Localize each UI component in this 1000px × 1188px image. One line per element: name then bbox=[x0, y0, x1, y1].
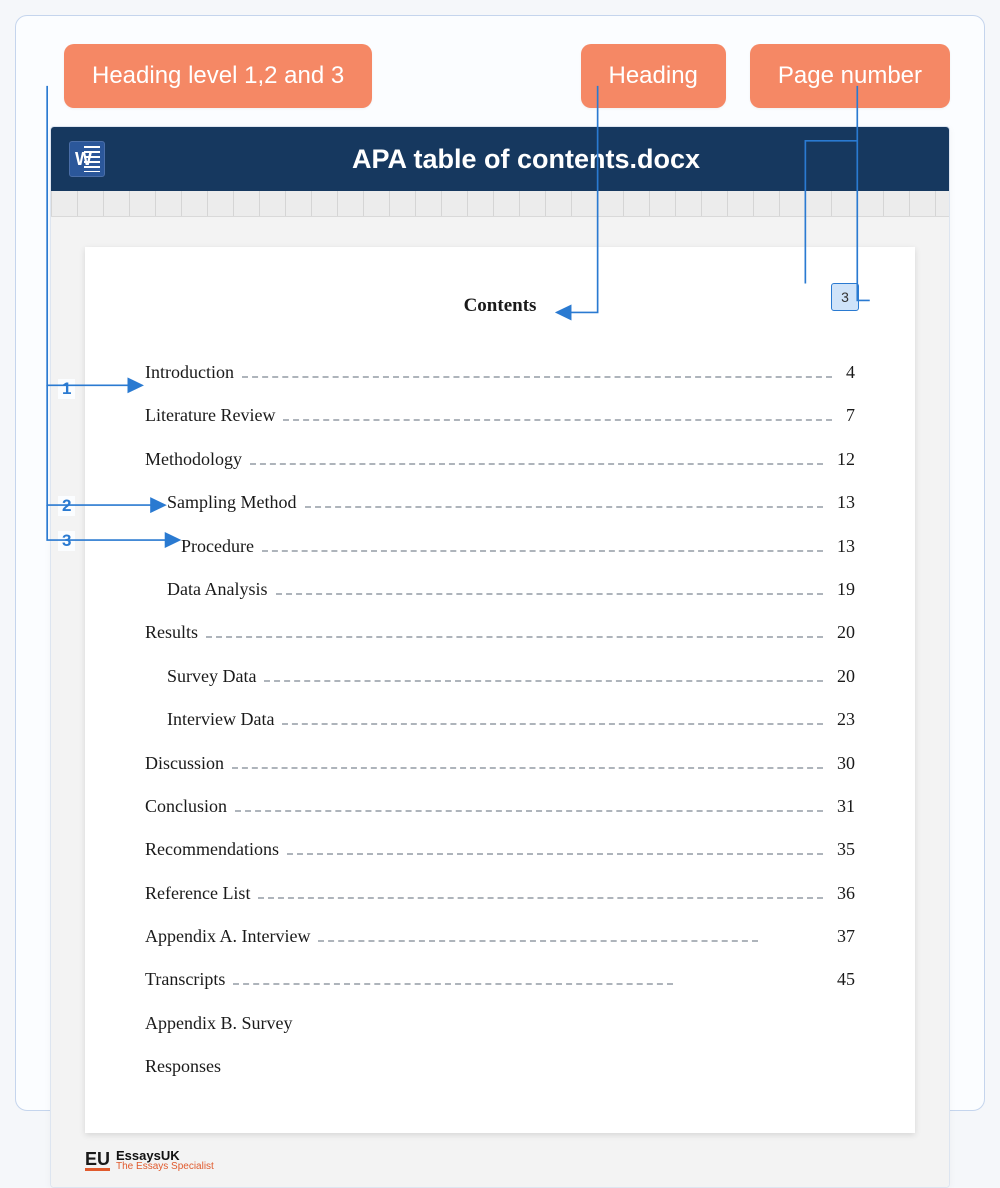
toc-entry-page: 35 bbox=[831, 838, 855, 861]
toc-leader-dots bbox=[258, 897, 823, 899]
toc-row: Recommendations 35 bbox=[145, 838, 855, 861]
toc-entry-label: Procedure bbox=[145, 535, 262, 558]
toc-entry-page: 36 bbox=[831, 882, 855, 905]
toc-row: Survey Data 20 bbox=[145, 665, 855, 688]
toc-leader-dots bbox=[282, 723, 823, 725]
toc-entry-label: Data Analysis bbox=[145, 578, 276, 601]
toc-entry-label: Conclusion bbox=[145, 795, 235, 818]
infographic-frame: Heading level 1,2 and 3 Heading Page num… bbox=[15, 15, 985, 1111]
toc-leader-dots bbox=[250, 463, 823, 465]
toc-entry-page: 31 bbox=[831, 795, 855, 818]
callout-heading: Heading bbox=[581, 44, 726, 108]
page-number-badge: 3 bbox=[831, 283, 859, 311]
window-titlebar: W APA table of contents.docx bbox=[51, 127, 949, 191]
toc-row: Literature Review 7 bbox=[145, 404, 855, 427]
toc-row: Transcripts 45 bbox=[145, 968, 855, 991]
document-page: 3 Contents Introduction 4 Literature Revie… bbox=[85, 247, 915, 1133]
toc-entry-page: 45 bbox=[831, 968, 855, 991]
level-marker-1: 1 bbox=[58, 379, 75, 399]
toc-entry-label: Responses bbox=[145, 1055, 229, 1078]
document-canvas: 3 Contents Introduction 4 Literature Revie… bbox=[51, 217, 949, 1187]
toc-title: Contents bbox=[145, 295, 855, 317]
toc-entry-label: Survey Data bbox=[145, 665, 264, 688]
toc-leader-dots bbox=[318, 940, 758, 942]
toc-leader-dots bbox=[232, 767, 823, 769]
toc-entry-label: Transcripts bbox=[145, 968, 233, 991]
toc-leader-dots bbox=[242, 376, 832, 378]
toc-leader-dots bbox=[235, 810, 823, 812]
toc-leader-dots bbox=[206, 636, 823, 638]
toc-entry-page: 23 bbox=[831, 708, 855, 731]
level-marker-2: 2 bbox=[58, 496, 75, 516]
toc-entry-page: 4 bbox=[840, 361, 855, 384]
toc-row: Results 20 bbox=[145, 621, 855, 644]
toc-row: Interview Data 23 bbox=[145, 708, 855, 731]
word-app-letter: W bbox=[75, 149, 92, 170]
toc-leader-dots bbox=[283, 419, 832, 421]
brand-text: EssaysUK The Essays Specialist bbox=[116, 1149, 214, 1173]
toc-row: Responses bbox=[145, 1055, 855, 1078]
toc-entry-label: Reference List bbox=[145, 882, 258, 905]
toc-entry-page: 13 bbox=[831, 535, 855, 558]
toc-row: Appendix B. Survey bbox=[145, 1012, 855, 1035]
brand-tagline: The Essays Specialist bbox=[116, 1162, 214, 1173]
toc-leader-dots bbox=[262, 550, 823, 552]
toc-entry-label: Methodology bbox=[145, 448, 250, 471]
toc-leader-dots bbox=[233, 983, 673, 985]
toc-leader-dots bbox=[276, 593, 824, 595]
toc-entry-page: 30 bbox=[831, 752, 855, 775]
toc-entry-label: Literature Review bbox=[145, 404, 283, 427]
toc-row: Reference List 36 bbox=[145, 882, 855, 905]
toc-entry-label: Sampling Method bbox=[145, 491, 305, 514]
brand-name: EssaysUK bbox=[116, 1149, 214, 1163]
toc-entry-page: 37 bbox=[831, 925, 855, 948]
toc-entry-page: 20 bbox=[831, 621, 855, 644]
callout-heading-levels: Heading level 1,2 and 3 bbox=[64, 44, 372, 108]
toc-entry-label: Interview Data bbox=[145, 708, 282, 731]
toc-entry-label: Recommendations bbox=[145, 838, 287, 861]
document-filename: APA table of contents.docx bbox=[121, 144, 931, 175]
toc-entry-label: Discussion bbox=[145, 752, 232, 775]
toc-entry-page: 20 bbox=[831, 665, 855, 688]
toc-row: Conclusion 31 bbox=[145, 795, 855, 818]
toc-leader-dots bbox=[287, 853, 823, 855]
toc-entry-label: Appendix A. Interview bbox=[145, 925, 318, 948]
toc-row: Data Analysis 19 bbox=[145, 578, 855, 601]
toc-leader-dots bbox=[305, 506, 824, 508]
brand-footer: EU EssaysUK The Essays Specialist bbox=[85, 1149, 915, 1173]
word-window: W APA table of contents.docx 3 Contents … bbox=[50, 126, 950, 1188]
toc-row: Discussion 30 bbox=[145, 752, 855, 775]
toc-row: Introduction 4 bbox=[145, 361, 855, 384]
horizontal-ruler bbox=[51, 191, 949, 217]
toc-entry-label: Results bbox=[145, 621, 206, 644]
toc-entry-page: 12 bbox=[831, 448, 855, 471]
toc-row: Methodology 12 bbox=[145, 448, 855, 471]
callout-row: Heading level 1,2 and 3 Heading Page num… bbox=[50, 44, 950, 108]
table-of-contents: Introduction 4 Literature Review 7 Methodolo… bbox=[145, 361, 855, 1079]
brand-mark: EU bbox=[85, 1150, 110, 1171]
toc-row: Procedure 13 bbox=[145, 535, 855, 558]
toc-entry-page: 19 bbox=[831, 578, 855, 601]
toc-row: Sampling Method 13 bbox=[145, 491, 855, 514]
toc-row: Appendix A. Interview 37 bbox=[145, 925, 855, 948]
toc-leader-dots bbox=[264, 680, 823, 682]
callout-page-number: Page number bbox=[750, 44, 950, 108]
word-app-icon: W bbox=[69, 141, 105, 177]
toc-entry-page: 13 bbox=[831, 491, 855, 514]
toc-entry-label: Appendix B. Survey bbox=[145, 1012, 301, 1035]
toc-entry-page: 7 bbox=[840, 404, 855, 427]
toc-entry-label: Introduction bbox=[145, 361, 242, 384]
level-marker-3: 3 bbox=[58, 531, 75, 551]
